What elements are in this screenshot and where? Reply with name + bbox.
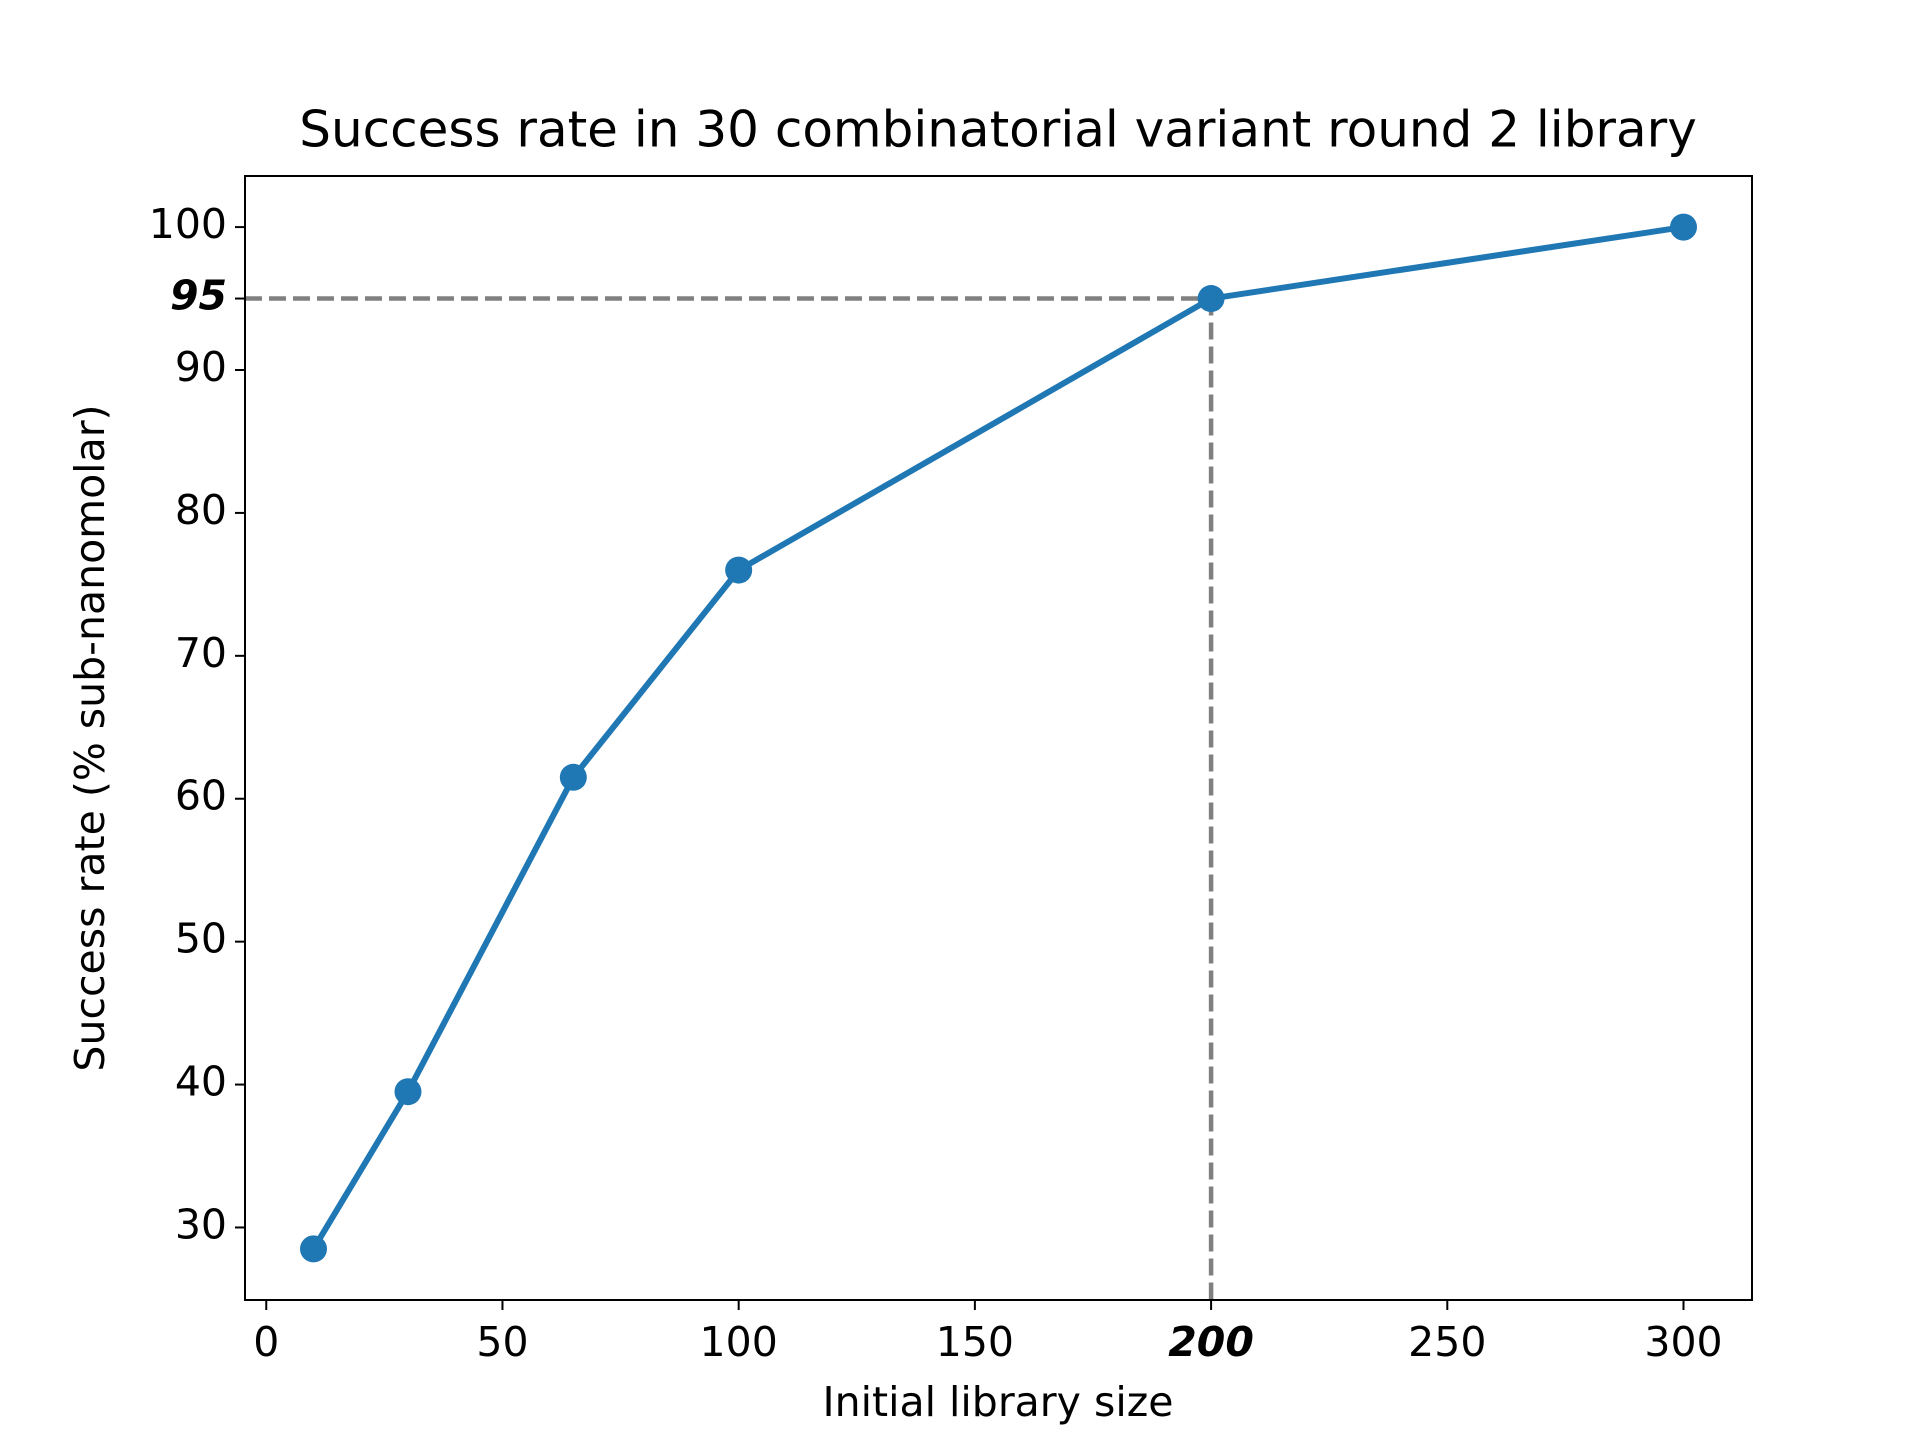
data-point (1670, 213, 1697, 241)
chart-title: Success rate in 30 combinatorial variant… (299, 101, 1697, 159)
y-tick-label: 90 (175, 343, 227, 391)
y-tick-label: 60 (175, 772, 227, 820)
x-tick-label: 150 (936, 1318, 1014, 1366)
x-tick-label: 200 (1168, 1318, 1254, 1366)
x-tick-label: 50 (476, 1318, 528, 1366)
x-tick-label: 250 (1408, 1318, 1486, 1366)
y-axis-label: Success rate (% sub-nanomolar) (66, 404, 114, 1071)
y-tick-label: 80 (175, 486, 227, 534)
y-tick-label: 70 (175, 629, 227, 677)
y-tick-label: 95 (170, 272, 227, 320)
plot-frame (244, 175, 1753, 1301)
x-tick-label: 300 (1644, 1318, 1722, 1366)
data-point (1197, 285, 1225, 313)
y-tick-label: 50 (175, 915, 227, 963)
data-point (559, 763, 587, 791)
data-point (394, 1078, 422, 1106)
y-tick-label: 30 (175, 1200, 227, 1248)
data-point (300, 1235, 327, 1263)
x-axis-label: Initial library size (823, 1378, 1174, 1426)
x-tick-label: 100 (700, 1318, 778, 1366)
y-tick-label: 40 (175, 1058, 227, 1106)
data-point (725, 556, 753, 584)
y-tick-label: 100 (149, 200, 227, 248)
x-tick-label: 0 (253, 1318, 279, 1366)
data-line (310, 224, 1684, 1251)
